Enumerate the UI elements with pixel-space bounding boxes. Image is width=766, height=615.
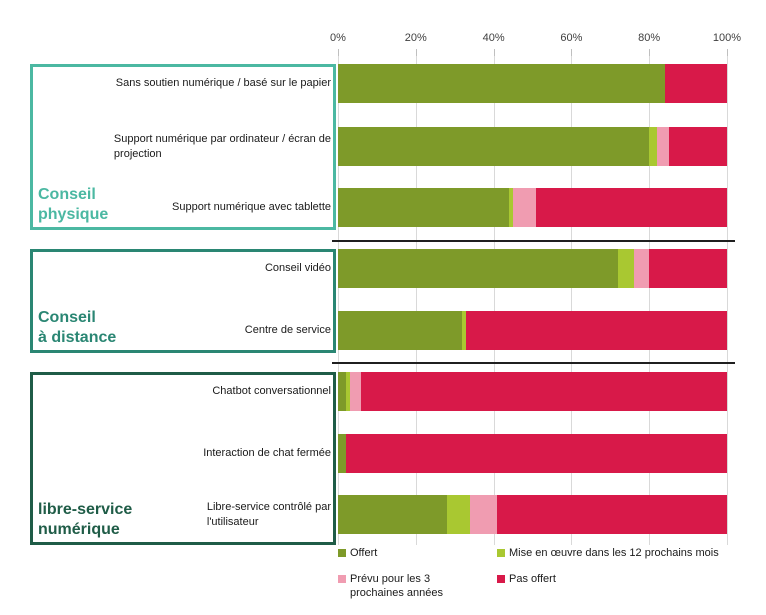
bar-segment	[338, 249, 619, 288]
row-label: Support numérique avec tablette	[35, 188, 331, 227]
legend-color-swatch-icon	[497, 575, 505, 583]
bar-segment	[345, 434, 727, 473]
legend-item: Offert	[338, 546, 377, 560]
row-label-text: Interaction de chat fermée	[203, 447, 331, 459]
bar-segment	[513, 188, 537, 227]
x-axis-tick-label: 60%	[560, 32, 583, 44]
bar-segment	[668, 127, 727, 166]
bar-segment	[618, 249, 634, 288]
row-label-text: Chatbot conversationnel	[212, 385, 331, 397]
x-axis-tick-mark	[338, 49, 339, 56]
bar-segment	[664, 64, 727, 103]
row-label: Centre de service	[35, 311, 331, 350]
row-label: Support numérique par ordinateur / écran…	[35, 127, 331, 166]
bar-segment	[345, 372, 350, 411]
bar-segment	[338, 188, 510, 227]
bar-segment	[466, 311, 727, 350]
legend-item-label: Mise en œuvre dans les 12 prochains mois	[509, 547, 719, 559]
group-box: libre-service numérique	[30, 372, 336, 545]
x-axis-tick-mark	[415, 49, 417, 56]
x-axis-tick-mark	[571, 49, 573, 56]
bar-row	[338, 64, 727, 103]
group-box: Conseil à distance	[30, 249, 336, 353]
x-axis-tick-label: 40%	[482, 32, 505, 44]
bar-segment	[470, 495, 498, 534]
legend-color-swatch-icon	[497, 549, 505, 557]
group-label: libre-service numérique	[38, 501, 133, 538]
bar-row	[338, 434, 727, 473]
bar-row	[338, 372, 727, 411]
legend-color-swatch-icon	[338, 549, 346, 557]
row-label-text: Conseil vidéo	[264, 262, 331, 274]
row-label-text: Centre de service	[244, 324, 331, 336]
bar-segment	[509, 188, 514, 227]
row-label-text: Support numérique par ordinateur / écran…	[113, 132, 331, 160]
bar-segment	[462, 311, 467, 350]
bar-segment	[338, 127, 650, 166]
row-label-text: Libre-service contrôlé par l'utilisateur	[206, 500, 331, 528]
row-label: Interaction de chat fermée	[35, 434, 331, 473]
group-label: Conseil à distance	[38, 309, 117, 346]
legend-item: Mise en œuvre dans les 12 prochains mois	[497, 546, 719, 560]
bar-segment	[497, 495, 727, 534]
x-axis-tick-label: 0%	[330, 32, 346, 44]
group-label: Conseil physique	[38, 186, 109, 223]
bar-row	[338, 495, 727, 534]
row-label: Chatbot conversationnel	[35, 372, 331, 411]
row-label-text: Support numérique avec tablette	[172, 201, 331, 213]
gridline	[571, 56, 573, 545]
bar-row	[338, 249, 727, 288]
gridline	[338, 56, 339, 545]
gridline	[493, 56, 495, 545]
bar-segment	[338, 495, 447, 534]
gridline	[727, 56, 728, 545]
section-separator-line	[332, 362, 735, 364]
bar-row	[338, 311, 727, 350]
x-axis-tick-mark	[493, 49, 495, 56]
bar-row	[338, 188, 727, 227]
bar-segment	[649, 127, 657, 166]
row-label: Libre-service contrôlé par l'utilisateur	[35, 495, 331, 534]
x-axis-tick-label: 100%	[712, 32, 742, 44]
bar-segment	[338, 311, 463, 350]
row-label-text: Sans soutien numérique / basé sur le pap…	[115, 77, 331, 89]
x-axis-tick-label: 80%	[638, 32, 661, 44]
legend-item: Pas offert	[497, 572, 556, 586]
bar-segment	[338, 64, 665, 103]
bar-segment	[536, 188, 727, 227]
bar-row	[338, 127, 727, 166]
x-axis-tick-mark	[727, 49, 728, 56]
bar-segment	[446, 495, 471, 534]
bar-segment	[649, 249, 727, 288]
group-box: Conseil physique	[30, 64, 336, 230]
bar-segment	[656, 127, 669, 166]
bar-segment	[338, 372, 346, 411]
bar-segment	[349, 372, 362, 411]
gridline	[649, 56, 651, 545]
bar-segment	[633, 249, 650, 288]
row-label: Conseil vidéo	[35, 249, 331, 288]
legend-item-label: Offert	[350, 547, 378, 559]
legend-item-label: Prévu pour les 3 prochaines années	[350, 573, 443, 599]
legend-item-label: Pas offert	[509, 573, 556, 585]
legend-color-swatch-icon	[338, 575, 346, 583]
gridline	[415, 56, 417, 545]
x-axis-tick-label: 20%	[404, 32, 427, 44]
x-axis-tick-mark	[649, 49, 651, 56]
bar-segment	[338, 434, 346, 473]
row-label: Sans soutien numérique / basé sur le pap…	[35, 64, 331, 103]
bar-segment	[361, 372, 727, 411]
section-separator-line	[332, 240, 735, 242]
legend-item: Prévu pour les 3 prochaines années	[338, 572, 443, 600]
